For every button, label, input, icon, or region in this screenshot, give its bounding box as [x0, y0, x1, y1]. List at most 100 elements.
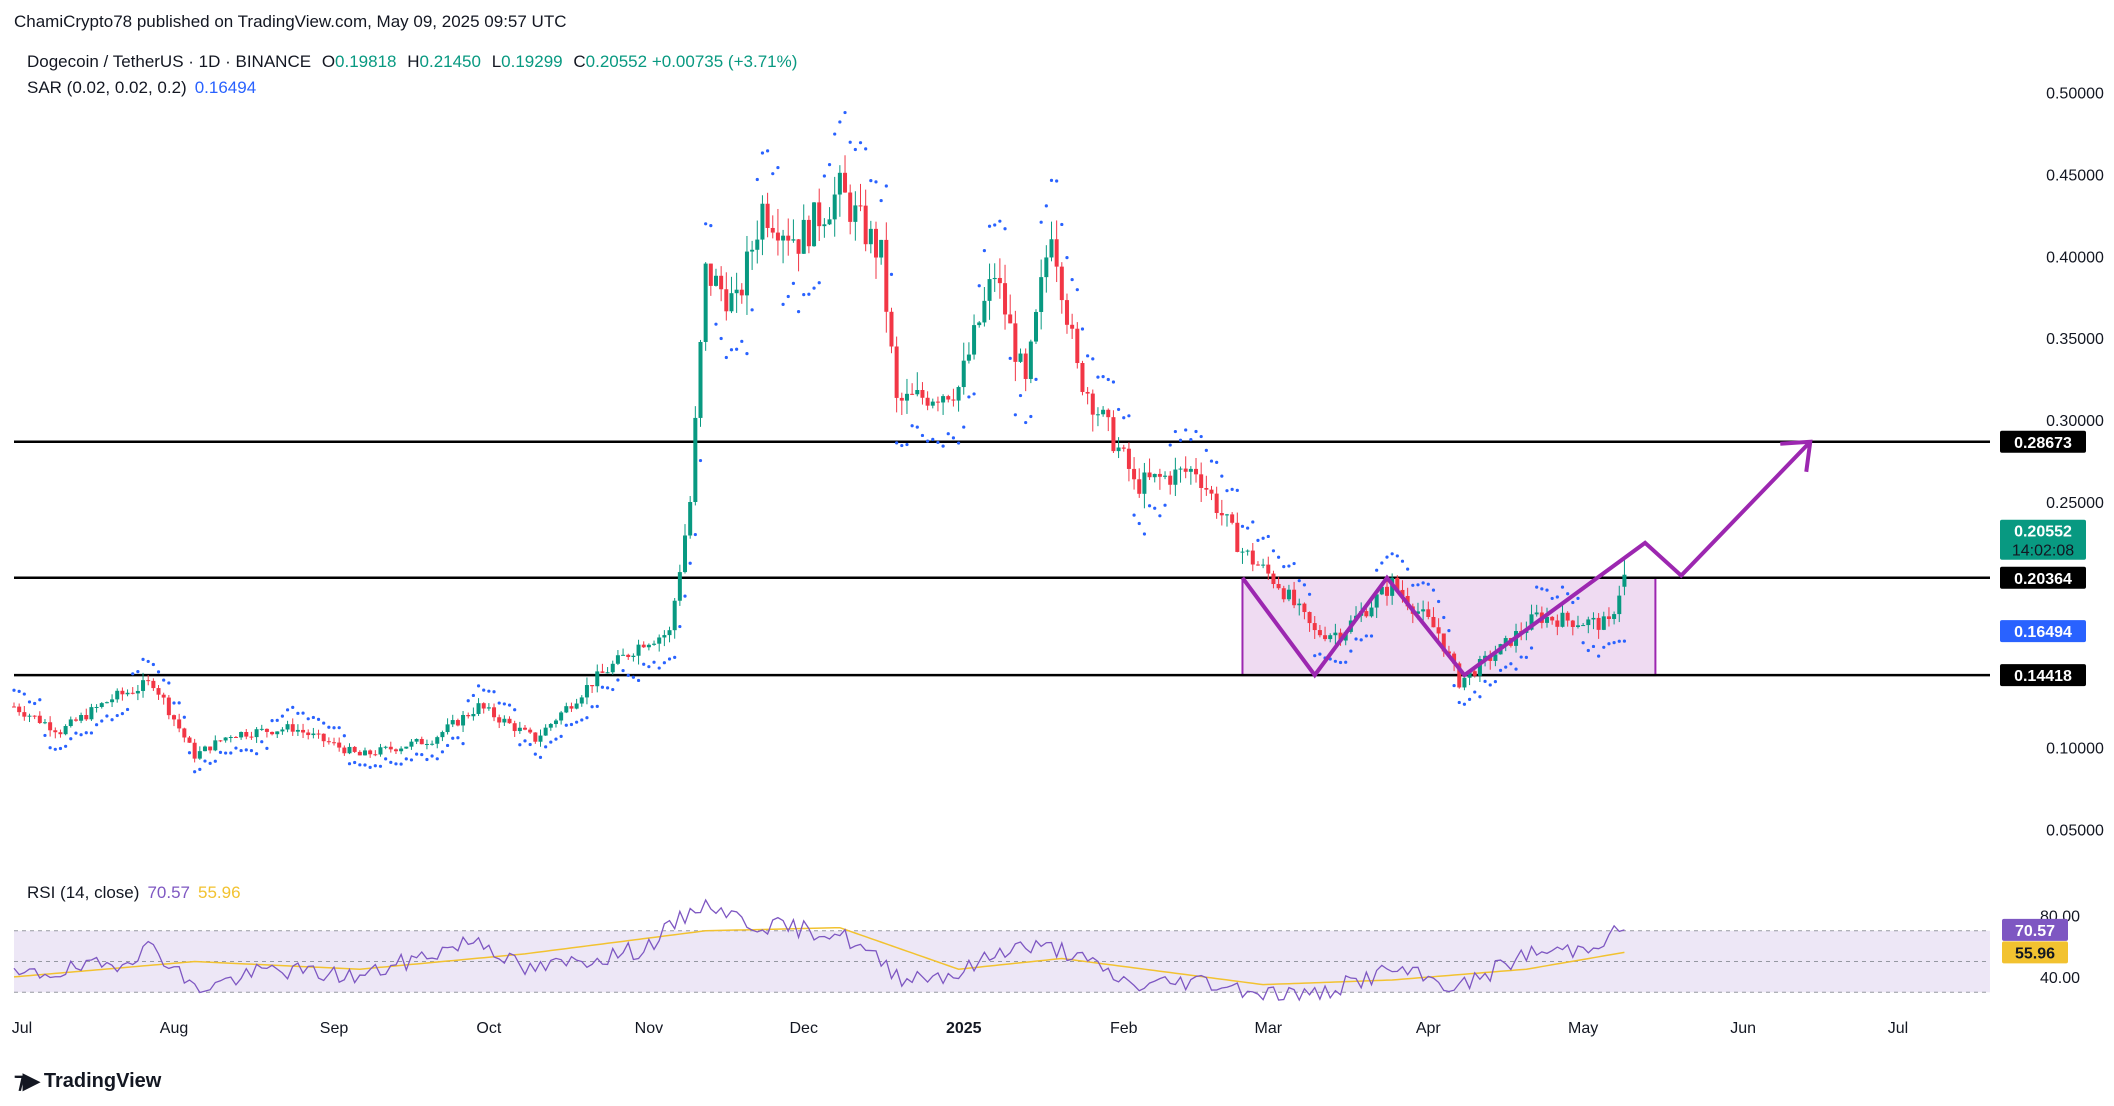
- sar-dot: [1008, 356, 1012, 360]
- sar-dot: [1137, 521, 1141, 526]
- rsi-legend: RSI (14, close) 70.57 55.96: [27, 883, 241, 903]
- candle-body: [992, 277, 997, 280]
- price-tag-label: 0.14418: [2014, 668, 2072, 685]
- candle-body: [1235, 522, 1240, 552]
- candle-body: [1194, 468, 1199, 475]
- sar-dot: [569, 722, 574, 727]
- sar-dot: [626, 673, 630, 677]
- candle-body: [295, 729, 300, 732]
- sar-dot: [229, 751, 233, 755]
- sar-dot: [843, 110, 847, 115]
- candle-body: [1173, 469, 1178, 485]
- sar-dot: [1571, 600, 1575, 605]
- sar-dot: [435, 757, 439, 761]
- candle-body: [357, 751, 362, 756]
- sar-dot: [1029, 414, 1033, 419]
- sar-dot: [1018, 393, 1023, 398]
- sar-dot: [404, 757, 408, 761]
- sar-dot: [156, 670, 161, 674]
- sar-dot: [1204, 448, 1208, 452]
- rsi-label[interactable]: RSI (14, close): [27, 883, 140, 902]
- sar-dot: [817, 281, 821, 285]
- sar-dot: [967, 395, 971, 399]
- candle-body: [1317, 630, 1322, 636]
- projection-arrowhead: [1780, 439, 1813, 473]
- sar-dot: [1385, 555, 1389, 559]
- y-axis-tick-label: 0.05000: [2046, 822, 2104, 839]
- candle-body: [750, 249, 755, 252]
- candle-body: [177, 719, 182, 729]
- x-axis-tick-label: Feb: [1110, 1020, 1138, 1037]
- candle-body: [63, 726, 68, 735]
- sar-dot: [1478, 695, 1482, 699]
- sar-dot: [296, 711, 300, 715]
- sar-dot: [440, 750, 445, 754]
- sar-dot: [1070, 277, 1074, 282]
- sar-dot: [719, 336, 723, 341]
- sar-dot: [1550, 596, 1554, 601]
- candle-body: [610, 663, 615, 673]
- candle-body: [1080, 363, 1085, 392]
- sar-dot: [208, 761, 212, 765]
- sar-dot: [322, 721, 326, 725]
- candle-body: [450, 720, 455, 725]
- sar-dot: [1277, 555, 1281, 559]
- sar-dot: [1215, 460, 1219, 464]
- y-axis-tick-label: 0.10000: [2046, 740, 2104, 757]
- sar-dot: [502, 702, 506, 706]
- candle-body: [987, 279, 992, 301]
- sar-dot: [203, 759, 207, 763]
- candle-body: [528, 729, 533, 733]
- candle-body: [135, 690, 140, 694]
- sar-label[interactable]: SAR (0.02, 0.02, 0.2): [27, 78, 187, 97]
- candle-body: [837, 172, 842, 195]
- sar-dot: [1524, 655, 1528, 659]
- candle-body: [1044, 257, 1049, 278]
- sar-dot: [915, 425, 919, 429]
- sar-dot: [507, 703, 512, 707]
- projection-path: [1240, 440, 1812, 679]
- candle-body: [858, 205, 863, 207]
- candle-body: [1199, 474, 1204, 488]
- sar-dot: [745, 352, 749, 356]
- candle-body: [1545, 616, 1550, 623]
- candle-body: [517, 727, 522, 732]
- symbol-name[interactable]: Dogecoin / TetherUS · 1D · BINANCE: [27, 52, 312, 71]
- sar-dot: [125, 707, 130, 712]
- sar-dot: [492, 690, 496, 694]
- sar-dot: [869, 179, 873, 183]
- candle-body: [693, 417, 698, 503]
- open-key: O: [321, 52, 336, 71]
- candle-body: [832, 194, 837, 220]
- sar-dot: [409, 758, 414, 762]
- candle-body: [822, 224, 827, 227]
- sar-dot: [1576, 596, 1580, 600]
- sar-dot: [1142, 532, 1146, 536]
- candle-body: [306, 732, 311, 736]
- sar-dot: [115, 713, 119, 718]
- sar-dot: [1380, 561, 1384, 565]
- candle-body: [781, 235, 786, 241]
- sar-dot: [895, 441, 899, 445]
- candle-body: [1333, 632, 1338, 636]
- sar-dot: [1602, 645, 1606, 649]
- sar-dot: [518, 743, 522, 747]
- sar-dot: [84, 731, 88, 735]
- candle-body: [1421, 609, 1426, 612]
- candle-body: [492, 707, 497, 718]
- sar-dot: [605, 686, 610, 690]
- candle-body: [621, 654, 626, 656]
- sar-dot: [1498, 668, 1503, 672]
- sar-dot: [260, 740, 264, 744]
- candle-body: [1266, 564, 1271, 574]
- sar-dot: [1617, 639, 1621, 643]
- candle-body: [481, 703, 486, 709]
- candle-body: [1219, 512, 1224, 516]
- tradingview-logo[interactable]: ⁊▶ TradingView: [14, 1068, 161, 1094]
- sar-dot: [332, 726, 336, 730]
- candle-body: [512, 723, 517, 732]
- range-box: [1241, 576, 1657, 677]
- candle-body: [1374, 594, 1379, 608]
- candle-body: [1534, 612, 1539, 615]
